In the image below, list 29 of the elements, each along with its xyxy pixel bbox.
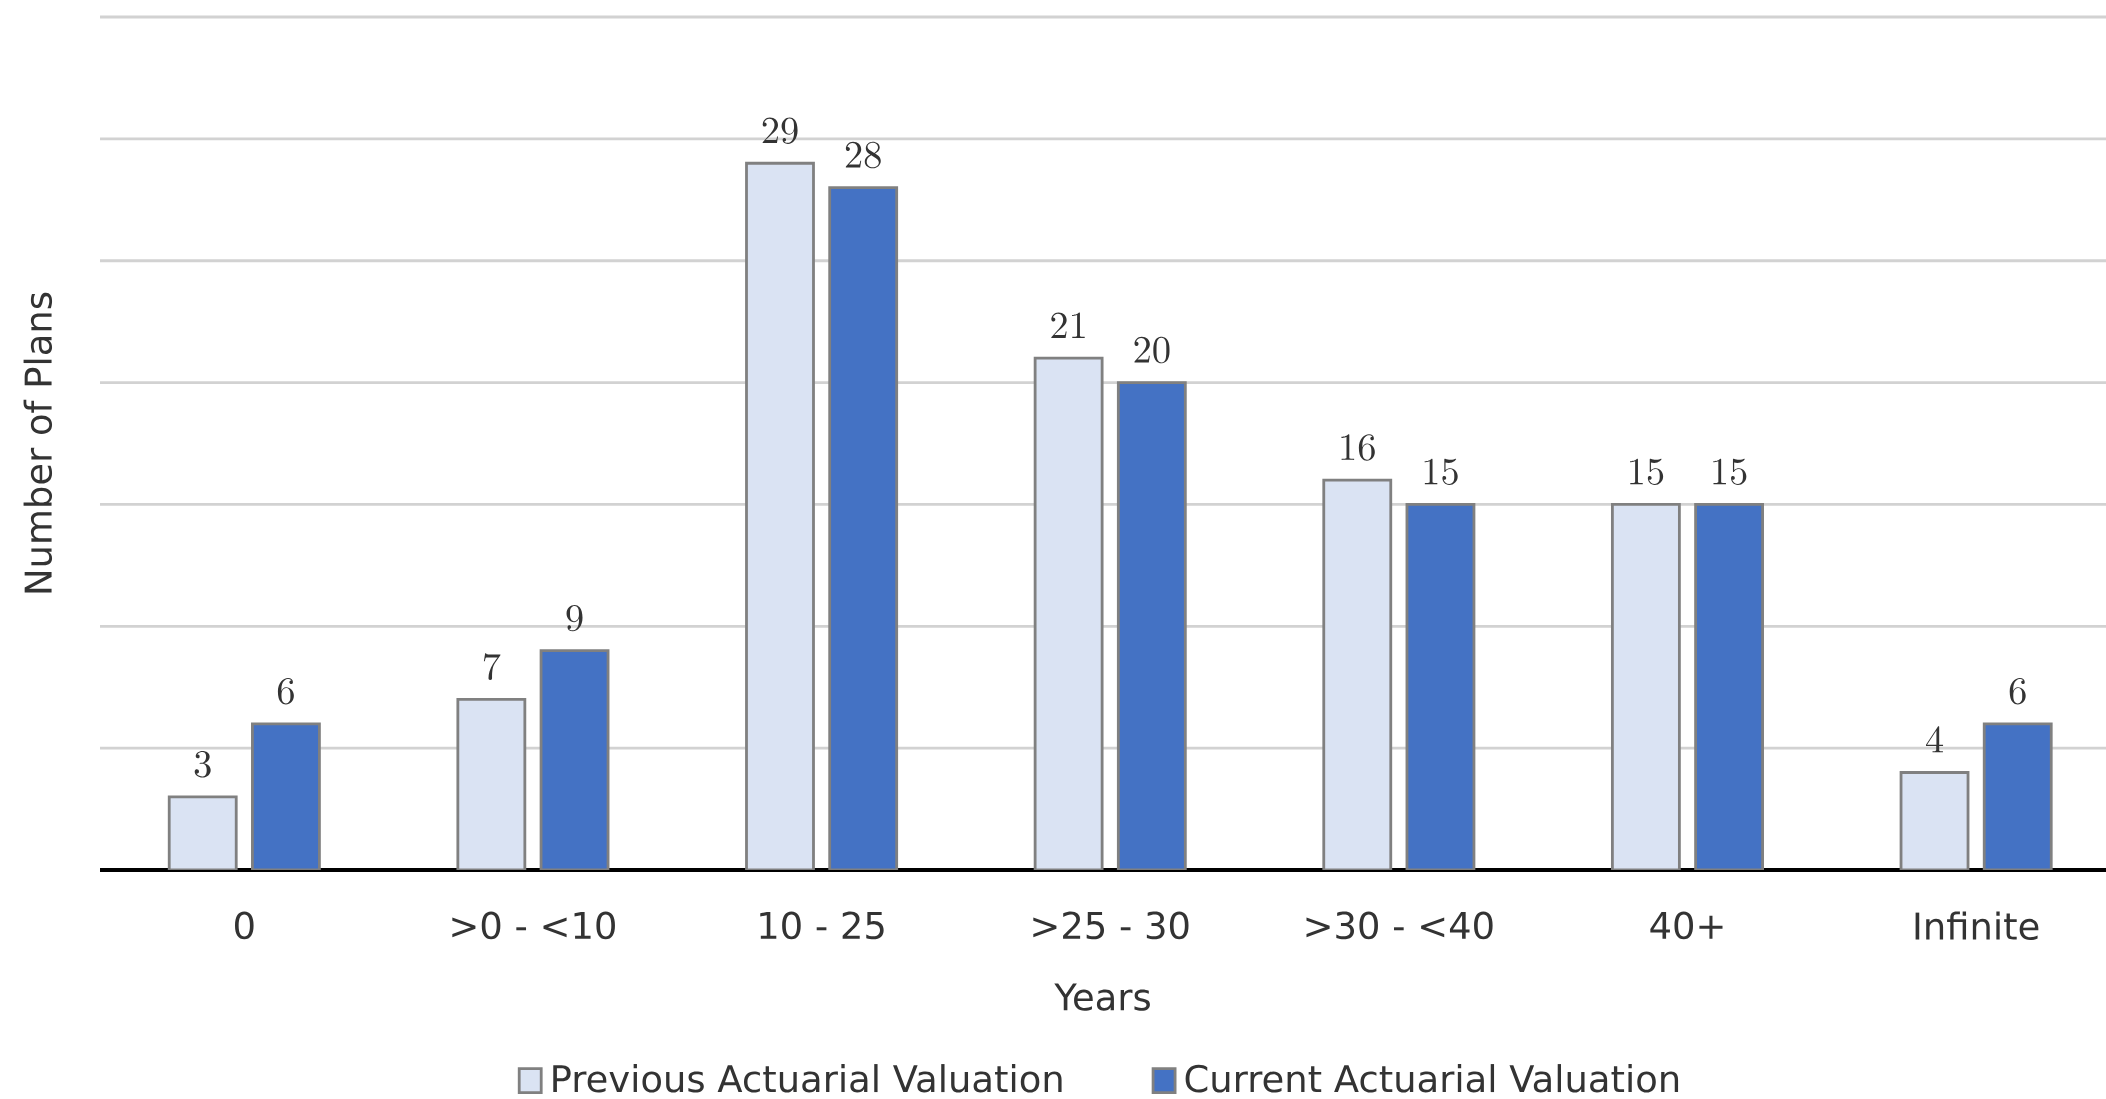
y-axis-title: Number of Plans — [23, 292, 53, 593]
bar — [251, 722, 321, 870]
bar — [539, 649, 610, 870]
data-label: 6 — [277, 678, 294, 705]
x-tick-label: >25 - 30 — [1033, 911, 1189, 940]
legend-label: Current Actuarial Valuation — [1185, 1064, 1679, 1093]
x-tick-label: 10 - 25 — [760, 911, 884, 940]
bar — [1405, 503, 1476, 870]
bar — [1899, 771, 1970, 870]
data-label: 15 — [1713, 458, 1747, 486]
x-axis-title: Years — [1054, 983, 1150, 1011]
legend-label: Previous Actuarial Valuation — [553, 1064, 1062, 1093]
data-label: 15 — [1630, 458, 1664, 486]
x-tick-label: 0 — [235, 911, 254, 940]
data-label: 6 — [2009, 678, 2026, 705]
x-tick-label: >30 - <40 — [1306, 911, 1493, 940]
x-tick-label: 40+ — [1650, 911, 1723, 940]
data-label: 3 — [194, 751, 211, 778]
data-label: 21 — [1051, 312, 1085, 339]
data-label: 29 — [762, 117, 798, 144]
data-label: 20 — [1134, 336, 1170, 364]
data-label: 16 — [1341, 434, 1375, 461]
data-label: 28 — [845, 141, 881, 169]
x-tick-label: Infinite — [1915, 911, 2039, 941]
data-label: 15 — [1424, 458, 1458, 486]
x-tick-label: >0 - <10 — [452, 911, 615, 940]
data-label: 9 — [566, 604, 583, 632]
data-label: 4 — [1926, 726, 1944, 753]
data-label: 7 — [483, 653, 501, 681]
